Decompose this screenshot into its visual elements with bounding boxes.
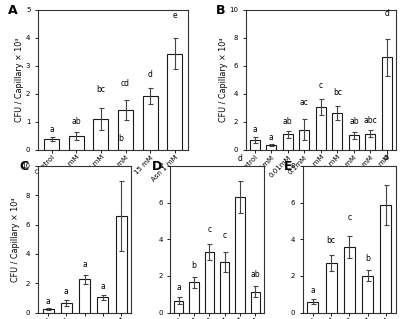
Text: a: a	[310, 286, 315, 295]
Bar	[283, 135, 293, 150]
Bar	[174, 301, 183, 313]
Text: bc: bc	[327, 236, 336, 245]
Bar	[266, 145, 276, 150]
Bar	[143, 96, 158, 150]
Bar	[98, 297, 108, 313]
Text: c: c	[347, 213, 352, 222]
Text: d: d	[384, 153, 388, 162]
Bar	[220, 262, 229, 313]
Text: B: B	[216, 4, 225, 17]
Bar	[250, 140, 260, 150]
Text: cd: cd	[121, 79, 130, 88]
Bar	[344, 247, 355, 313]
Y-axis label: CFU / Capillary × 10⁴: CFU / Capillary × 10⁴	[218, 38, 228, 122]
Text: a: a	[82, 260, 87, 269]
Bar	[362, 276, 373, 313]
Bar	[168, 54, 182, 150]
Bar	[118, 110, 133, 150]
Text: b: b	[119, 134, 124, 143]
Text: D: D	[152, 160, 162, 173]
Bar	[190, 282, 199, 313]
Y-axis label: CFU / Capillary × 10⁴: CFU / Capillary × 10⁴	[11, 197, 20, 281]
Text: c: c	[207, 225, 212, 234]
Bar	[205, 252, 214, 313]
Bar	[251, 292, 260, 313]
Y-axis label: CFU / Capillary × 10³: CFU / Capillary × 10³	[16, 38, 24, 122]
Text: E: E	[284, 160, 293, 173]
Bar	[94, 119, 108, 150]
Text: ab: ab	[349, 117, 359, 126]
Bar	[326, 263, 336, 313]
Bar	[299, 130, 309, 150]
Bar	[382, 57, 392, 150]
Text: b: b	[365, 255, 370, 263]
Text: C: C	[19, 160, 28, 173]
Text: a: a	[49, 125, 54, 134]
Text: bc: bc	[96, 85, 105, 94]
Text: a: a	[269, 132, 274, 142]
Text: d: d	[148, 70, 153, 78]
Text: d: d	[384, 9, 389, 18]
Bar	[235, 197, 244, 313]
Text: ab: ab	[72, 117, 81, 126]
Bar	[61, 303, 72, 313]
Text: a: a	[176, 284, 181, 293]
Text: a: a	[46, 297, 50, 307]
Bar	[349, 135, 359, 150]
Bar	[316, 107, 326, 150]
Text: d: d	[238, 154, 242, 164]
Text: ab: ab	[283, 117, 292, 126]
Text: a: a	[100, 282, 105, 291]
Bar	[380, 205, 392, 313]
Bar	[332, 113, 342, 150]
Text: ac: ac	[300, 98, 309, 107]
Text: e: e	[172, 11, 177, 20]
Text: a: a	[252, 125, 257, 134]
Bar	[42, 309, 54, 313]
Text: b: b	[192, 261, 196, 270]
Bar	[69, 136, 84, 150]
Text: c: c	[319, 81, 323, 90]
Text: a: a	[64, 287, 69, 296]
Text: ab: ab	[250, 270, 260, 279]
Bar	[116, 216, 127, 313]
Bar	[307, 302, 318, 313]
Text: c: c	[222, 231, 227, 240]
Text: A: A	[8, 4, 18, 17]
Bar	[366, 134, 375, 150]
Text: abc: abc	[364, 116, 377, 125]
Bar	[44, 139, 59, 150]
Text: bc: bc	[333, 88, 342, 97]
Bar	[79, 279, 90, 313]
